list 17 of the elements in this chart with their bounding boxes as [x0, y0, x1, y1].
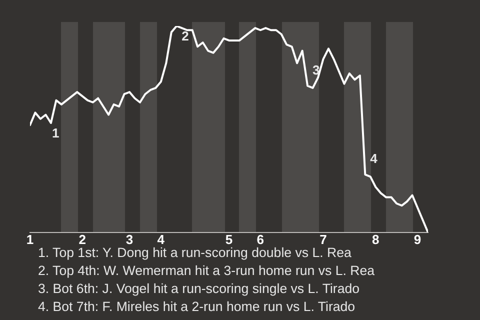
text: 1. Top 1st: Y. Dong hit a run-scoring double vs L. Rea: [38, 245, 352, 260]
x-tick-label: 1: [26, 232, 34, 247]
annotation: 3: [312, 62, 320, 78]
x-tick-label: 6: [256, 232, 264, 247]
annotation: 1: [52, 126, 60, 141]
annotation: 4: [370, 151, 378, 166]
text: 2. Top 4th: W. Wemerman hit a 3-run home run vs L. Rea: [38, 262, 375, 280]
x-tick-label: 4: [157, 232, 166, 247]
x-tick-label: 3: [126, 232, 134, 247]
x-tick-label: 5: [225, 232, 233, 247]
text: 4. Bot 7th: F. Mireles hit a 2-run home run vs L. Tirado: [38, 298, 356, 316]
x-tick-label: 8: [372, 232, 380, 247]
x-tick-label: 9: [414, 232, 422, 247]
text: 3. Bot 6th: J. Vogel hit a run-scoring single vs L. Tirado: [38, 280, 361, 298]
x-tick-label: 7: [320, 232, 327, 247]
x-tick-label: 2: [78, 232, 86, 247]
annotation: 2: [182, 28, 189, 44]
